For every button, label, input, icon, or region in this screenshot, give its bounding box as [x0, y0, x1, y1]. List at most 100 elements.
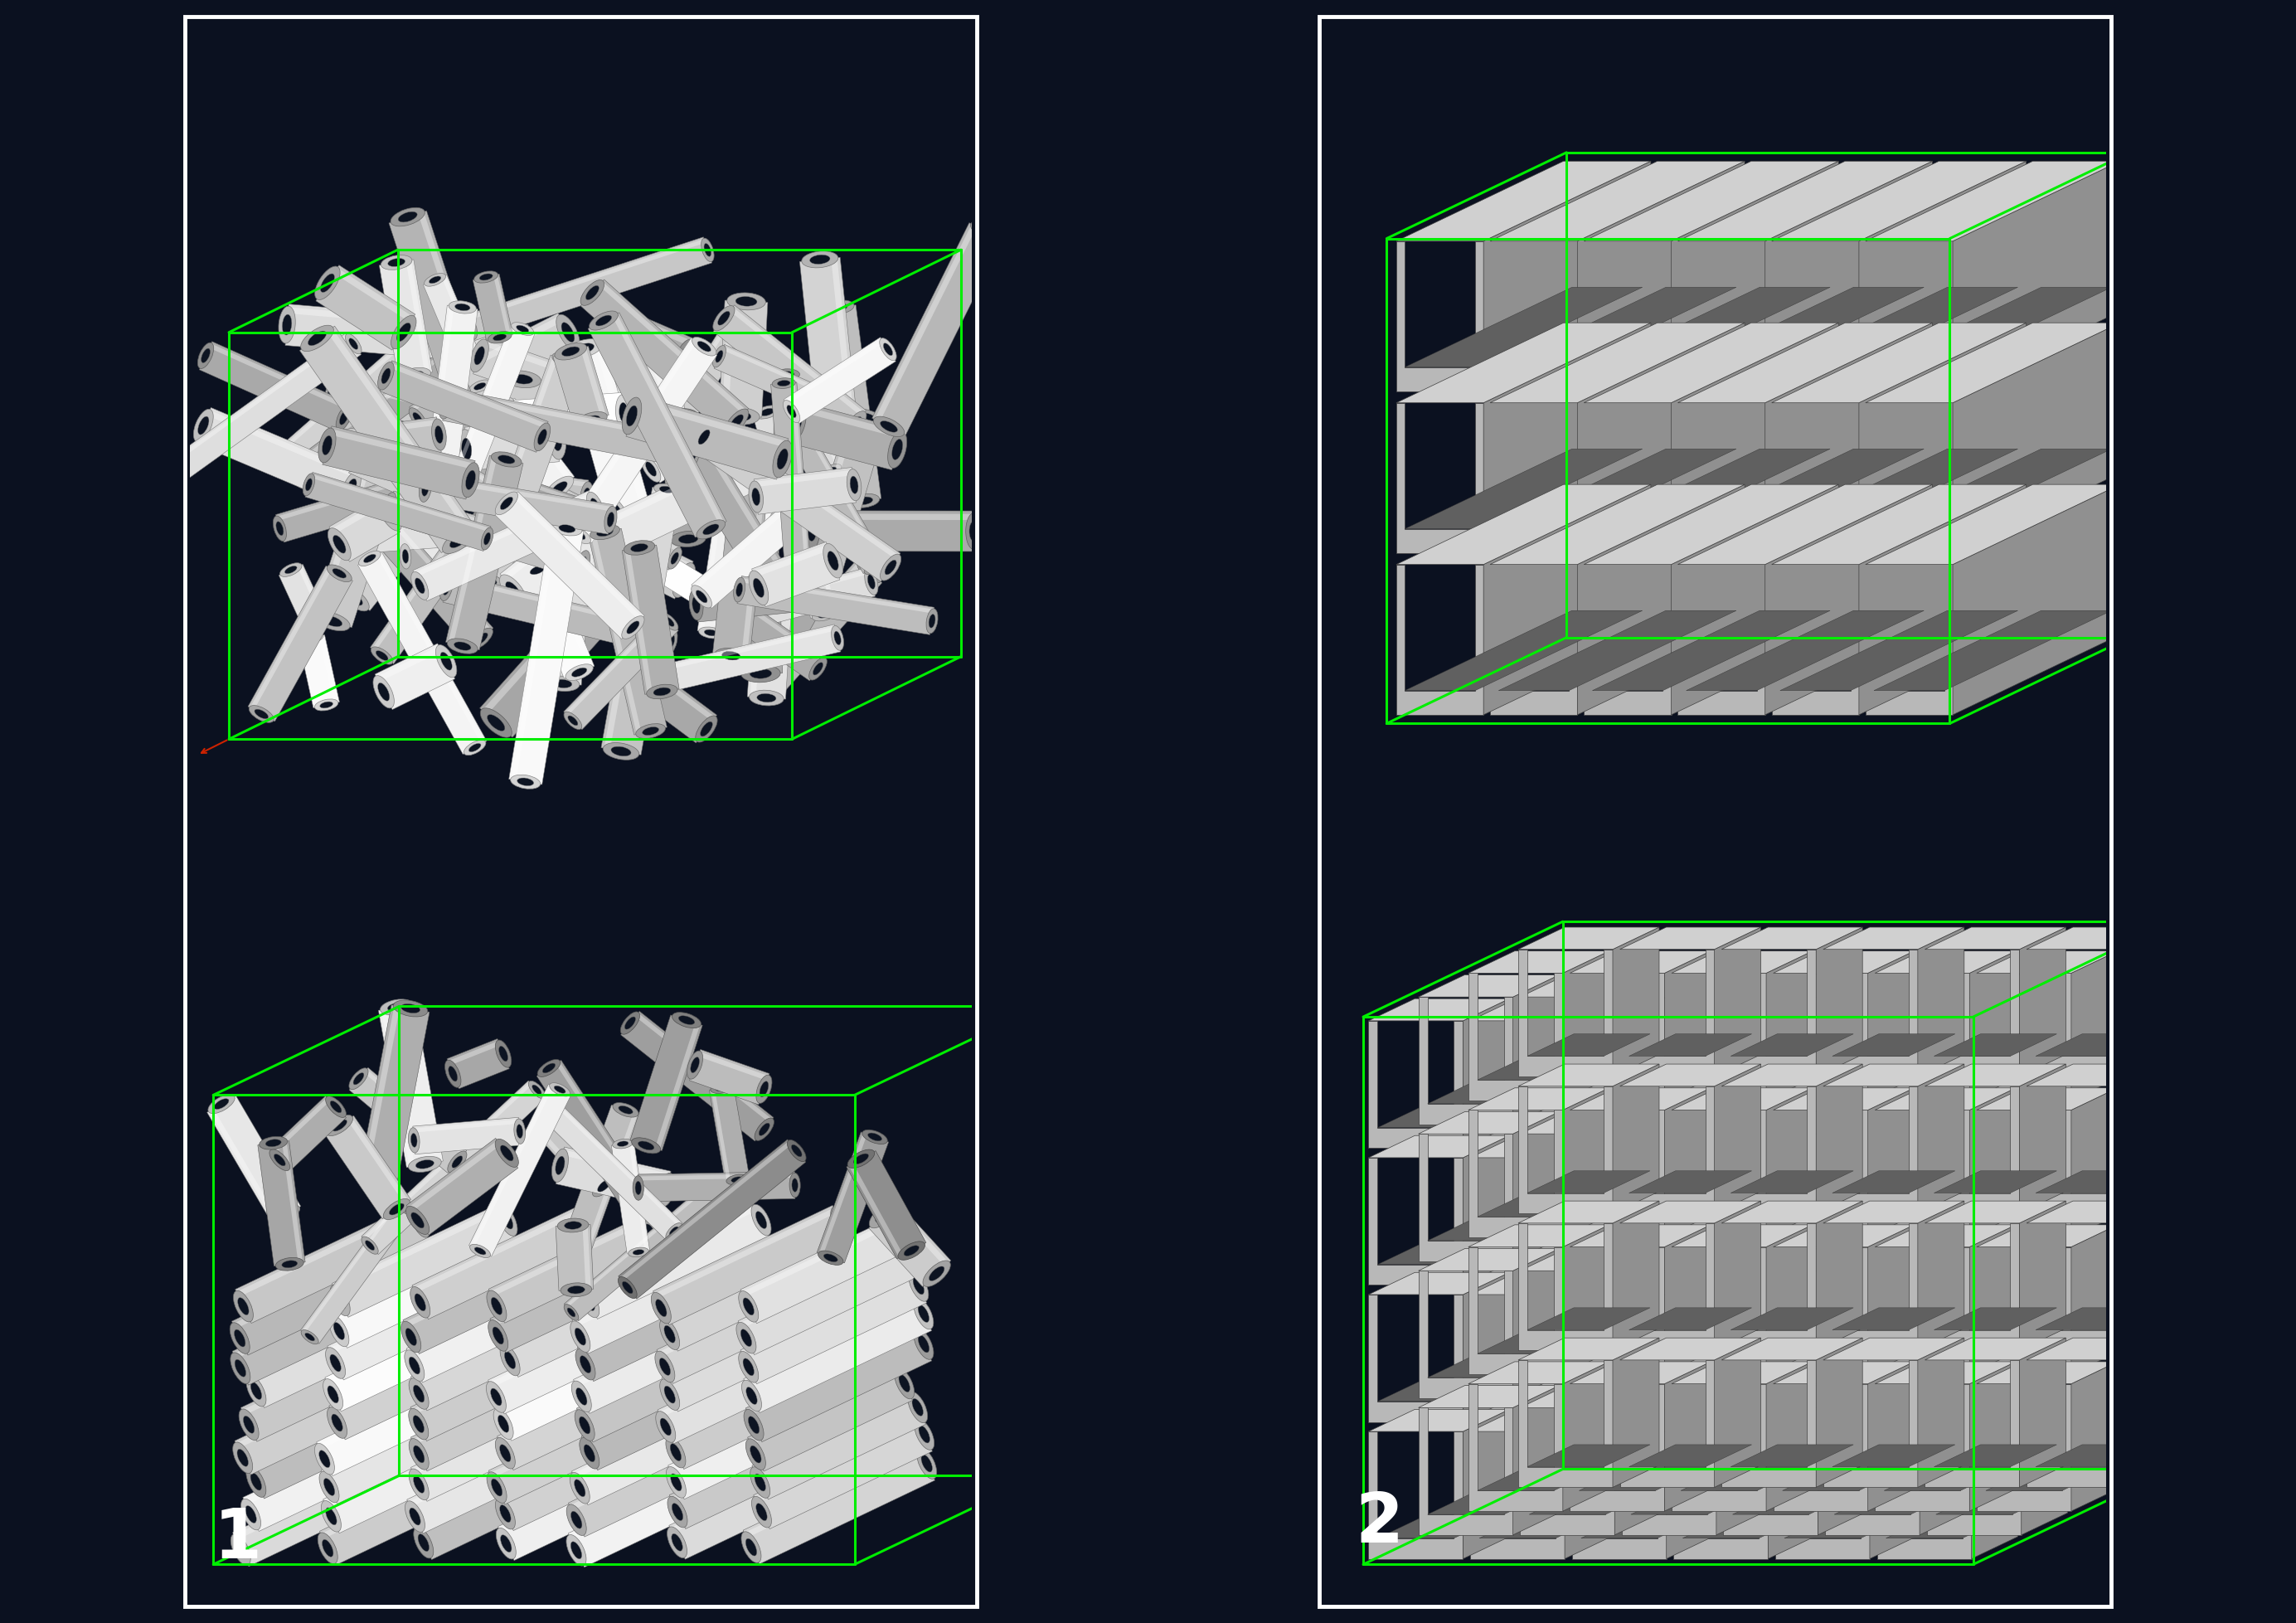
Ellipse shape: [650, 1334, 668, 1365]
Polygon shape: [234, 1268, 416, 1358]
Polygon shape: [719, 300, 767, 417]
Ellipse shape: [744, 1298, 753, 1315]
Polygon shape: [1733, 1355, 1855, 1378]
Ellipse shape: [618, 1141, 629, 1146]
Ellipse shape: [468, 321, 475, 334]
Polygon shape: [1717, 1112, 1763, 1261]
Polygon shape: [333, 381, 496, 422]
Ellipse shape: [817, 406, 854, 422]
Ellipse shape: [521, 448, 546, 464]
Polygon shape: [1573, 1431, 1667, 1558]
Ellipse shape: [813, 607, 838, 622]
Ellipse shape: [650, 407, 666, 417]
Polygon shape: [1520, 1386, 1660, 1407]
Ellipse shape: [654, 484, 680, 495]
Polygon shape: [1566, 1136, 1612, 1285]
Polygon shape: [498, 461, 680, 570]
Polygon shape: [1954, 484, 2119, 714]
Polygon shape: [735, 502, 783, 674]
Polygon shape: [714, 305, 866, 437]
Polygon shape: [512, 526, 558, 781]
Polygon shape: [411, 1389, 583, 1475]
Ellipse shape: [397, 323, 411, 341]
Polygon shape: [411, 1303, 572, 1384]
Polygon shape: [565, 453, 748, 545]
Polygon shape: [1667, 1409, 1713, 1558]
Ellipse shape: [413, 1384, 425, 1402]
Ellipse shape: [436, 644, 457, 677]
Ellipse shape: [579, 1287, 599, 1318]
Polygon shape: [271, 1097, 331, 1154]
Polygon shape: [1924, 1224, 2020, 1350]
Ellipse shape: [197, 342, 214, 368]
Polygon shape: [1479, 1242, 1603, 1264]
Polygon shape: [714, 344, 813, 407]
Ellipse shape: [544, 476, 574, 500]
Polygon shape: [1724, 1248, 1864, 1271]
Ellipse shape: [406, 372, 425, 380]
Ellipse shape: [836, 1214, 847, 1230]
Ellipse shape: [560, 531, 567, 545]
Polygon shape: [636, 1013, 771, 1123]
Polygon shape: [1773, 951, 1915, 974]
Ellipse shape: [590, 498, 599, 514]
Ellipse shape: [478, 474, 484, 489]
Polygon shape: [1378, 1516, 1499, 1539]
Ellipse shape: [374, 675, 395, 708]
Ellipse shape: [496, 1527, 517, 1560]
Polygon shape: [413, 1208, 583, 1294]
Ellipse shape: [879, 420, 898, 432]
Polygon shape: [744, 1297, 932, 1412]
Polygon shape: [1779, 450, 2018, 529]
Ellipse shape: [331, 1100, 342, 1113]
Ellipse shape: [737, 1323, 755, 1354]
Polygon shape: [1593, 610, 1830, 690]
Ellipse shape: [875, 1208, 891, 1222]
Ellipse shape: [716, 1086, 728, 1091]
Polygon shape: [875, 224, 976, 422]
Ellipse shape: [735, 454, 769, 471]
Polygon shape: [1977, 1225, 2117, 1246]
Polygon shape: [537, 1113, 615, 1196]
Polygon shape: [422, 274, 491, 391]
Ellipse shape: [326, 1096, 347, 1118]
Ellipse shape: [783, 401, 799, 422]
Ellipse shape: [448, 1151, 466, 1173]
Ellipse shape: [719, 312, 730, 325]
Ellipse shape: [730, 414, 744, 428]
Polygon shape: [1483, 161, 1651, 391]
Ellipse shape: [817, 1251, 843, 1264]
Polygon shape: [358, 552, 487, 755]
Polygon shape: [409, 333, 523, 430]
Polygon shape: [1869, 1362, 1915, 1511]
Ellipse shape: [597, 591, 615, 609]
Polygon shape: [1775, 1136, 1917, 1157]
Ellipse shape: [418, 1453, 429, 1470]
Ellipse shape: [751, 1204, 771, 1235]
Polygon shape: [1378, 1105, 1499, 1128]
Ellipse shape: [579, 1206, 597, 1238]
Polygon shape: [1678, 565, 1766, 714]
Polygon shape: [563, 342, 666, 576]
Ellipse shape: [613, 1102, 638, 1117]
Polygon shape: [1823, 1086, 1917, 1214]
Ellipse shape: [565, 664, 592, 680]
Polygon shape: [331, 500, 383, 534]
Ellipse shape: [824, 479, 836, 492]
Ellipse shape: [627, 508, 657, 523]
Polygon shape: [1933, 1034, 2057, 1057]
Polygon shape: [427, 476, 613, 511]
Ellipse shape: [501, 466, 510, 479]
Polygon shape: [668, 1363, 827, 1443]
Polygon shape: [1724, 1112, 1864, 1134]
Ellipse shape: [742, 1380, 762, 1412]
Polygon shape: [489, 1238, 675, 1352]
Ellipse shape: [533, 430, 544, 440]
Ellipse shape: [418, 476, 432, 502]
Ellipse shape: [432, 419, 445, 450]
Polygon shape: [581, 1357, 765, 1470]
Polygon shape: [411, 334, 510, 412]
Ellipse shape: [335, 1292, 347, 1308]
Ellipse shape: [404, 1350, 425, 1381]
Polygon shape: [471, 1084, 553, 1248]
